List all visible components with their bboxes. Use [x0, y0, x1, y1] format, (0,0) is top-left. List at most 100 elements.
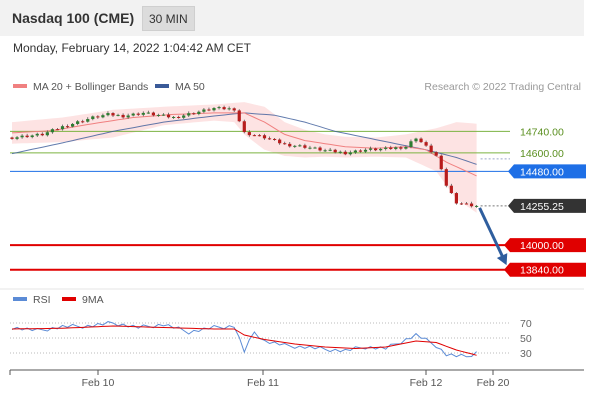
interval-button[interactable]: 30 MIN [142, 6, 195, 31]
candle-body [141, 112, 145, 115]
candle-body [65, 126, 70, 128]
candle [333, 148, 337, 154]
candle [30, 134, 34, 139]
x-tick-label: Feb 12 [410, 377, 443, 389]
candle [182, 113, 186, 119]
candle [45, 130, 49, 137]
candle [379, 147, 383, 152]
candle [353, 149, 357, 154]
candle [202, 107, 206, 114]
candle [475, 204, 479, 208]
candle [424, 140, 428, 147]
candle-body [111, 113, 115, 116]
candle-body [262, 135, 267, 139]
rsi-line [11, 321, 477, 358]
candle [136, 112, 140, 117]
candle-body [151, 112, 155, 116]
candle-body [192, 113, 196, 115]
candle [161, 113, 166, 116]
candle [273, 138, 277, 141]
candle [217, 105, 221, 110]
candle-body [298, 145, 302, 147]
candle [454, 192, 458, 205]
bollinger-band-area [12, 102, 477, 213]
price-chart: MA 20 + Bollinger Bands MA 50 Research ©… [10, 81, 586, 277]
candle [227, 106, 231, 111]
candle-body [464, 203, 469, 205]
moving-averages [11, 112, 477, 177]
candle-body [257, 135, 262, 137]
candle-body [136, 113, 140, 115]
candle [151, 111, 155, 117]
rsi-tick-label: 50 [520, 333, 532, 345]
level-labels: 14740.00 14600.00 14480.00 14255.25 14000.00… [504, 126, 586, 277]
candle-body [187, 113, 191, 116]
rsi-tick-label: 30 [520, 348, 532, 360]
candle-body [71, 123, 75, 127]
candle [404, 145, 408, 150]
candle [262, 133, 267, 140]
candle-body [389, 147, 393, 150]
candle-body [379, 148, 383, 151]
level-label-resistance: 14600.00 [520, 148, 564, 160]
candle-body [409, 141, 413, 148]
candle-body [227, 108, 231, 110]
candle [126, 113, 130, 119]
candle-body [348, 152, 352, 155]
candle-body [419, 138, 423, 143]
candle-body [177, 116, 181, 118]
candles [10, 105, 479, 208]
candle-body [106, 113, 110, 116]
forecast-arrow-head [496, 253, 508, 266]
candle-body [116, 114, 120, 116]
candle [106, 111, 110, 117]
candle-body [267, 138, 272, 140]
candle [60, 124, 65, 131]
candle-body [323, 150, 327, 152]
candle [207, 107, 211, 112]
candle-body [212, 108, 216, 111]
candle-body [247, 132, 251, 136]
candle-body [126, 115, 130, 118]
level-tag-support [504, 262, 586, 277]
candle-body [414, 138, 418, 142]
candle [111, 112, 115, 118]
candle [288, 142, 292, 148]
candle-body [161, 114, 166, 116]
candle-body [131, 113, 135, 116]
candle [257, 133, 262, 137]
candle [414, 137, 418, 143]
candle [298, 144, 302, 147]
main-legend: MA 20 + Bollinger Bands MA 50 Research ©… [13, 81, 581, 93]
candle-body [242, 121, 246, 133]
candle-body [91, 116, 95, 120]
candle-body [222, 107, 226, 110]
rsi-ma-legend-label: 9MA [82, 294, 104, 306]
timestamp: Monday, February 14, 2022 1:04:42 AM CET [13, 41, 251, 55]
candle-body [459, 203, 464, 205]
candle [459, 202, 464, 206]
candle-body [166, 114, 171, 118]
candle-body [217, 107, 221, 109]
candle [20, 134, 24, 139]
candle [313, 146, 317, 149]
candle-body [252, 135, 256, 137]
candle [15, 136, 19, 141]
candle-body [308, 147, 312, 149]
candle-body [384, 147, 388, 149]
candle-body [86, 119, 90, 122]
candle-body [439, 155, 443, 170]
ma50-legend-label: MA 50 [175, 81, 205, 93]
candle [172, 116, 176, 119]
candle-body [45, 132, 49, 136]
ma20-legend-swatch [13, 84, 27, 88]
candle [166, 112, 171, 119]
candle [374, 147, 378, 152]
candle-body [303, 145, 307, 148]
rsi-lines [11, 321, 477, 358]
candle-body [207, 109, 211, 111]
candle-body [146, 112, 150, 114]
rsi-legend-label: RSI [33, 294, 51, 306]
level-label-last-price: 14255.25 [520, 201, 564, 213]
candle [187, 111, 191, 118]
